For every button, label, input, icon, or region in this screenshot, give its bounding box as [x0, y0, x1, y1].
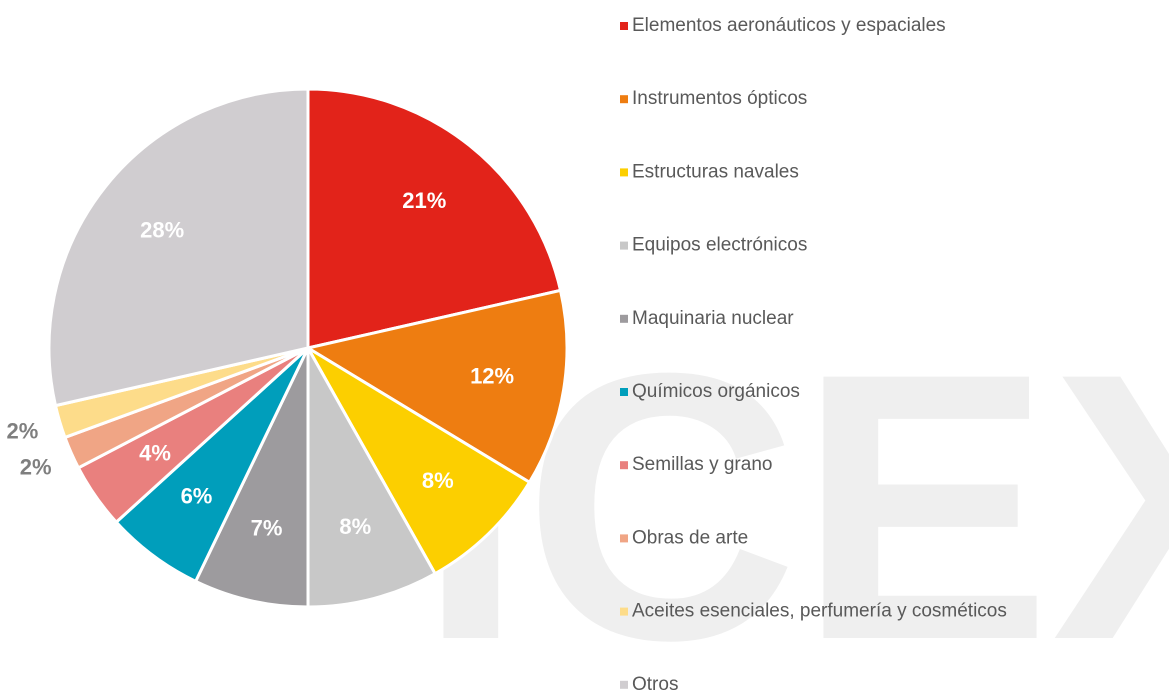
pie-slice — [306, 87, 563, 350]
data-label: 4% — [139, 441, 171, 466]
legend-swatch — [620, 241, 628, 250]
data-label: 2% — [7, 419, 39, 444]
pie-slice — [303, 343, 532, 576]
pie-slice — [193, 347, 310, 609]
data-label: 8% — [422, 468, 454, 493]
legend-swatch — [620, 388, 628, 396]
pie-slice — [306, 342, 438, 609]
legend-label: Maquinaria nuclear — [632, 308, 794, 329]
pie-slice — [47, 87, 310, 408]
data-label: 28% — [140, 218, 184, 243]
legend-swatch — [620, 680, 628, 689]
legend-label: Elementos aeronáuticos y espaciales — [632, 15, 946, 36]
legend-swatch — [620, 461, 628, 470]
legend-swatch — [620, 314, 628, 323]
data-label: 8% — [339, 514, 371, 539]
legend-label: Semillas y grano — [632, 454, 772, 475]
legend-label: Químicos orgánicos — [632, 381, 800, 402]
legend-swatch — [620, 168, 628, 177]
legend-swatch — [620, 95, 628, 104]
legend-label: Aceites esenciales, perfumería y cosméti… — [632, 601, 1007, 622]
legend-label: Obras de arte — [632, 527, 748, 548]
data-label: 6% — [181, 483, 213, 508]
legend-label: Estructuras navales — [632, 161, 799, 182]
legend-swatch — [620, 534, 628, 543]
pie-slice — [304, 288, 569, 485]
legend-label: Equipos electrónicos — [632, 235, 807, 256]
data-label: 7% — [251, 516, 283, 541]
data-label: 21% — [402, 188, 446, 213]
legend-swatch — [620, 607, 628, 616]
legend-swatch — [620, 22, 628, 30]
data-label: 2% — [20, 454, 52, 479]
data-label: 12% — [470, 364, 514, 389]
legend-label: Otros — [632, 674, 678, 691]
legend-label: Instrumentos ópticos — [632, 88, 807, 109]
